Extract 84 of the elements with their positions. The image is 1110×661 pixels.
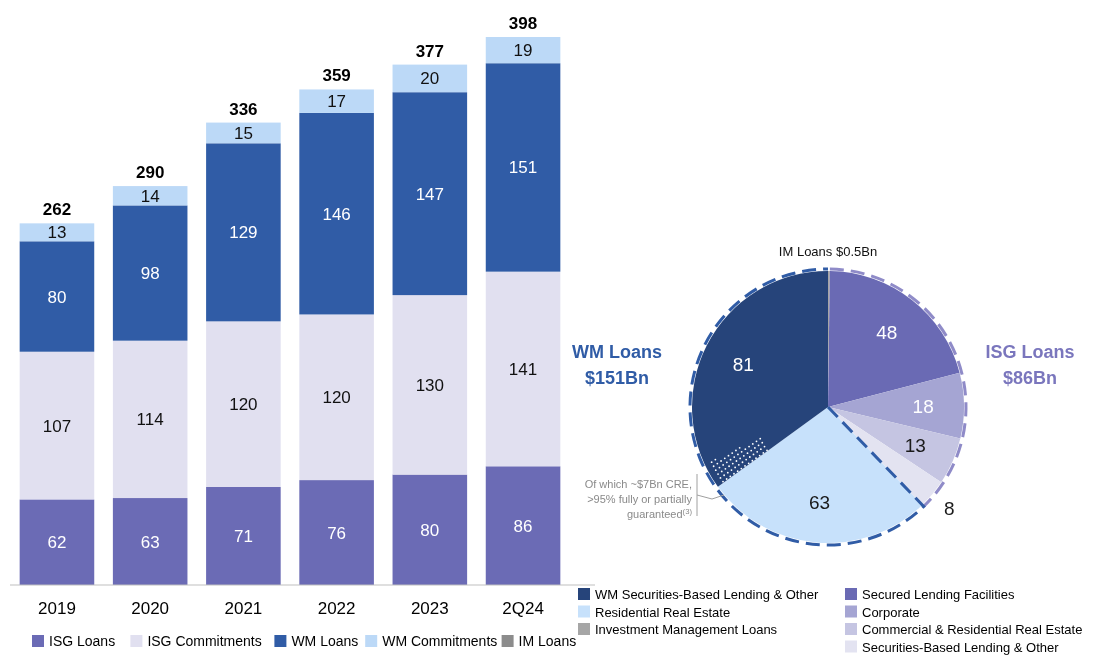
legend-label: IM Loans <box>518 633 577 649</box>
data-label: 129 <box>229 223 258 243</box>
total-label: 377 <box>415 41 445 61</box>
bar <box>206 122 281 144</box>
legend-label: Securities-Based Lending & Other <box>862 639 1060 655</box>
data-label: 48 <box>876 322 898 344</box>
data-label: 19 <box>513 41 533 61</box>
data-label: 76 <box>327 523 347 543</box>
data-label: 107 <box>42 416 72 436</box>
data-label: 120 <box>322 388 351 408</box>
bar <box>299 314 374 481</box>
legend-label: ISG Commitments <box>147 633 262 649</box>
legend-label: WM Commitments <box>382 633 498 649</box>
legend-label: WM Loans <box>291 633 359 649</box>
bar <box>19 241 95 352</box>
bar <box>112 340 188 499</box>
bar <box>485 37 561 64</box>
data-label: 13 <box>47 223 67 243</box>
bar <box>485 466 561 585</box>
legend-label: Secured Lending Facilities <box>862 587 1015 602</box>
bar <box>19 223 95 242</box>
legend-label: Residential Real Estate <box>595 604 731 620</box>
bar <box>392 474 468 585</box>
bar <box>112 205 188 341</box>
total-label: 290 <box>135 163 165 183</box>
data-label: 63 <box>140 532 160 552</box>
data-label: 80 <box>420 520 440 540</box>
total-label: 336 <box>229 99 258 119</box>
bar <box>485 63 561 272</box>
bar <box>112 498 188 585</box>
x-tick-label: 2020 <box>131 599 170 618</box>
bar <box>392 64 468 93</box>
data-label: 63 <box>809 491 831 513</box>
data-label: 151 <box>508 158 538 178</box>
data-label: 18 <box>912 396 934 418</box>
data-label: 14 <box>140 186 160 206</box>
x-tick-label: 2Q24 <box>502 599 544 618</box>
bar <box>299 112 374 315</box>
data-label: 71 <box>233 527 253 546</box>
annotation: Of which ~$7Bn CRE, >95% fully or partially guaranteed$^{(3)}$ <box>584 478 693 520</box>
total-label: 398 <box>508 14 538 33</box>
data-label: 141 <box>508 359 538 379</box>
bar <box>485 271 561 467</box>
bar <box>392 92 468 296</box>
x-tick-label: 2019 <box>38 599 76 618</box>
legend-label: WM Securities-Based Lending & Other <box>595 587 819 602</box>
data-label: 81 <box>732 353 754 375</box>
bar <box>299 480 374 585</box>
bar <box>206 321 281 487</box>
data-label: 13 <box>904 434 926 456</box>
total-label: 262 <box>42 200 72 220</box>
bar <box>19 499 95 585</box>
bar <box>112 186 188 206</box>
data-label: 20 <box>420 69 440 89</box>
x-tick-label: 2023 <box>410 599 449 618</box>
data-label: 80 <box>47 287 67 307</box>
data-label: 17 <box>327 92 347 112</box>
bar <box>206 143 281 322</box>
data-label: 15 <box>233 123 253 143</box>
legend-label: Investment Management Loans <box>595 622 778 637</box>
text: IM Loans $0.5Bn <box>778 244 878 259</box>
total-label: 359 <box>322 66 351 86</box>
legend-label: Commercial & Residential Real Estate <box>862 622 1083 637</box>
data-label: 86 <box>513 516 533 536</box>
data-label: 146 <box>322 204 351 224</box>
bar <box>392 295 468 475</box>
legend-label: ISG Loans <box>49 633 116 649</box>
text: ISG Loans $86Bn <box>985 342 1075 388</box>
data-label: 98 <box>140 264 160 284</box>
data-label: 8 <box>944 498 955 520</box>
bar <box>206 487 281 585</box>
x-tick-label: 2022 <box>317 599 356 618</box>
legend-label: Corporate <box>862 604 920 620</box>
pie-slice <box>828 372 964 439</box>
pie-slice <box>692 271 828 487</box>
bar <box>299 89 374 113</box>
x-tick-label: 2021 <box>224 599 263 618</box>
data-label: 147 <box>415 184 445 204</box>
bar <box>19 351 95 500</box>
annotation: WM Loans $151Bn <box>572 342 662 388</box>
data-label: 130 <box>415 375 445 395</box>
data-label: 114 <box>136 410 164 430</box>
data-label: 120 <box>229 395 258 415</box>
data-label: 62 <box>47 533 67 553</box>
